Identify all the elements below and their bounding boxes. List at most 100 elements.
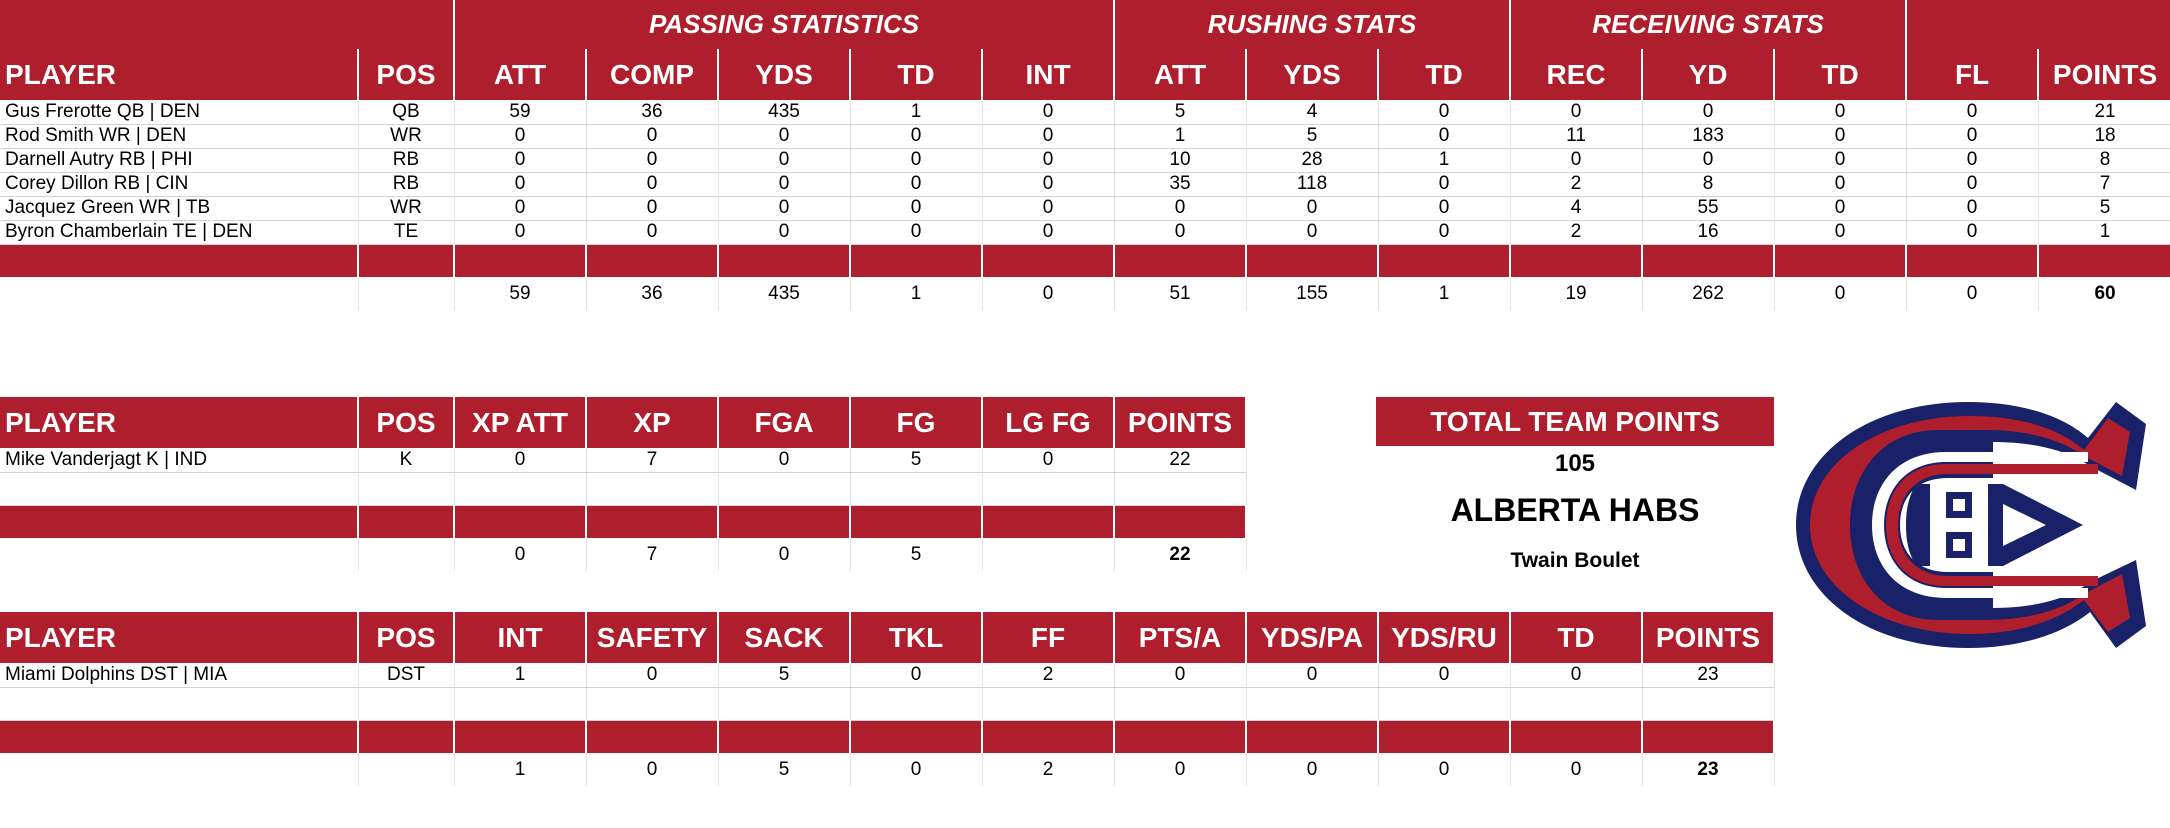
logo-h-right <box>1988 484 2083 566</box>
team-name: ALBERTA HABS <box>1450 492 1700 528</box>
stat-cell: 0 <box>1378 220 1511 245</box>
stat-cell: 1 <box>1378 148 1511 173</box>
logo-h-left <box>1906 484 1930 566</box>
points-total-cell: 60 <box>2038 277 2170 310</box>
offense-rows: Gus Frerotte QB | DEN QB 59 36 435 1 0 5 4 0 0 0 0 0 2… <box>0 100 2170 245</box>
total-cell: 0 <box>850 753 983 786</box>
stat-cell: 5 <box>718 663 851 688</box>
col-header-pass-int: INT <box>982 49 1116 100</box>
table-row: Gus Frerotte QB | DEN QB 59 36 435 1 0 5 4 0 0 0 0 0 2… <box>0 100 2170 125</box>
col-header-pos: POS <box>358 612 455 663</box>
stat-cell: 0 <box>850 172 983 197</box>
player-name-cell: Rod Smith WR | DEN <box>0 124 359 149</box>
stat-cell: 0 <box>586 663 719 688</box>
stat-cell: 183 <box>1642 124 1775 149</box>
logo-red-c <box>1810 416 2130 634</box>
points-total-cell: 23 <box>1642 753 1775 786</box>
group-header-receiving: RECEIVING STATS <box>1510 0 1908 49</box>
stat-cell: 8 <box>1642 172 1775 197</box>
stat-cell: 0 <box>850 124 983 149</box>
stat-cell: 0 <box>1246 220 1379 245</box>
col-header-pass-td: TD <box>850 49 983 100</box>
stat-cell: 0 <box>454 172 587 197</box>
stat-cell: 0 <box>1378 100 1511 125</box>
total-cell <box>358 538 455 571</box>
col-header-safety: SAFETY <box>586 612 719 663</box>
stat-cell: 21 <box>2038 100 2170 125</box>
total-cell: 0 <box>1378 753 1511 786</box>
stat-cell: 0 <box>850 663 983 688</box>
stat-cell: 10 <box>1114 148 1247 173</box>
stat-cell: 0 <box>1378 124 1511 149</box>
stat-cell: 5 <box>1246 124 1379 149</box>
stat-cell: 5 <box>1114 100 1247 125</box>
stat-cell: 0 <box>1774 196 1907 221</box>
stat-cell: 0 <box>586 196 719 221</box>
total-team-points-value: 105 <box>1554 450 1596 477</box>
group-header-passing: PASSING STATISTICS <box>454 0 1116 49</box>
group-header-blank-right <box>1906 0 2170 49</box>
position-cell: DST <box>358 663 455 688</box>
kicker-empty-row <box>0 472 1247 506</box>
total-cell: 0 <box>718 538 851 571</box>
stat-cell: 5 <box>850 448 983 473</box>
col-header-yds-ru: YDS/RU <box>1378 612 1511 663</box>
stat-cell: 0 <box>982 172 1115 197</box>
col-header-player: PLAYER <box>0 397 359 448</box>
total-team-points-label: TOTAL TEAM POINTS <box>1376 397 1774 446</box>
col-header-xp: XP <box>586 397 719 448</box>
stat-cell: 0 <box>1510 100 1643 125</box>
offense-column-header-row: PLAYER POS ATT COMP YDS TD INT ATT YDS T… <box>0 49 2170 100</box>
stat-cell: 0 <box>1378 196 1511 221</box>
position-cell: K <box>358 448 455 473</box>
position-cell: WR <box>358 124 455 149</box>
total-cell <box>358 277 455 310</box>
total-cell: 155 <box>1246 277 1379 310</box>
col-header-int: INT <box>454 612 587 663</box>
table-row: Rod Smith WR | DEN WR 0 0 0 0 0 1 5 0 11 183 0 0 18 <box>0 124 2170 149</box>
position-cell: WR <box>358 196 455 221</box>
col-header-points: POINTS <box>2038 49 2170 100</box>
stat-cell: 0 <box>586 220 719 245</box>
total-cell: 0 <box>982 277 1115 310</box>
stat-cell: 4 <box>1246 100 1379 125</box>
stat-cell: 59 <box>454 100 587 125</box>
stat-cell: 0 <box>1246 663 1379 688</box>
table-row: Byron Chamberlain TE | DEN TE 0 0 0 0 0 0 0 0 2 16 0… <box>0 220 2170 245</box>
stat-cell: 0 <box>1774 148 1907 173</box>
col-header-ff: FF <box>982 612 1115 663</box>
total-cell: 1 <box>850 277 983 310</box>
kicker-separator-bar <box>0 505 1247 538</box>
col-header-pass-yds: YDS <box>718 49 851 100</box>
player-name-cell: Jacquez Green WR | TB <box>0 196 359 221</box>
stat-cell: 0 <box>982 148 1115 173</box>
col-header-tkl: TKL <box>850 612 983 663</box>
kicker-table: PLAYER POS XP ATT XP FGA FG LG FG POINTS… <box>0 397 1247 571</box>
col-header-pts-a: PTS/A <box>1114 612 1247 663</box>
kicker-rows: Mike Vanderjagt K | IND K 0 7 0 5 0 22 <box>0 448 1247 473</box>
stat-cell: 0 <box>1906 172 2039 197</box>
stat-cell: 0 <box>1906 124 2039 149</box>
stat-cell: 0 <box>1378 172 1511 197</box>
stat-cell: 22 <box>1114 448 1247 473</box>
stat-cell: 0 <box>718 172 851 197</box>
table-row: Jacquez Green WR | TB WR 0 0 0 0 0 0 0 0 4 55 0 0 5 <box>0 196 2170 221</box>
stat-cell: 0 <box>1510 663 1643 688</box>
stat-cell: 0 <box>586 148 719 173</box>
offense-table: PASSING STATISTICS RUSHING STATS RECEIVI… <box>0 0 2170 310</box>
stat-cell: 11 <box>1510 124 1643 149</box>
stat-cell: 0 <box>586 172 719 197</box>
stat-cell: 0 <box>1774 172 1907 197</box>
stat-cell: 1 <box>2038 220 2170 245</box>
table-row: Miami Dolphins DST | MIA DST 1 0 5 0 2 0 0 0 0 23 <box>0 663 1775 688</box>
stat-cell: 0 <box>1114 196 1247 221</box>
defense-table: PLAYER POS INT SAFETY SACK TKL FF PTS/A … <box>0 612 1775 786</box>
stat-cell: 0 <box>1774 220 1907 245</box>
stat-cell: 0 <box>454 124 587 149</box>
stat-cell: 1 <box>1114 124 1247 149</box>
group-header-rushing: RUSHING STATS <box>1114 0 1512 49</box>
stat-cell: 0 <box>1114 663 1247 688</box>
stat-cell: 0 <box>1642 148 1775 173</box>
table-row: Corey Dillon RB | CIN RB 0 0 0 0 0 35 118 0 2 8 0 0 7 <box>0 172 2170 197</box>
stat-cell: 0 <box>1906 196 2039 221</box>
